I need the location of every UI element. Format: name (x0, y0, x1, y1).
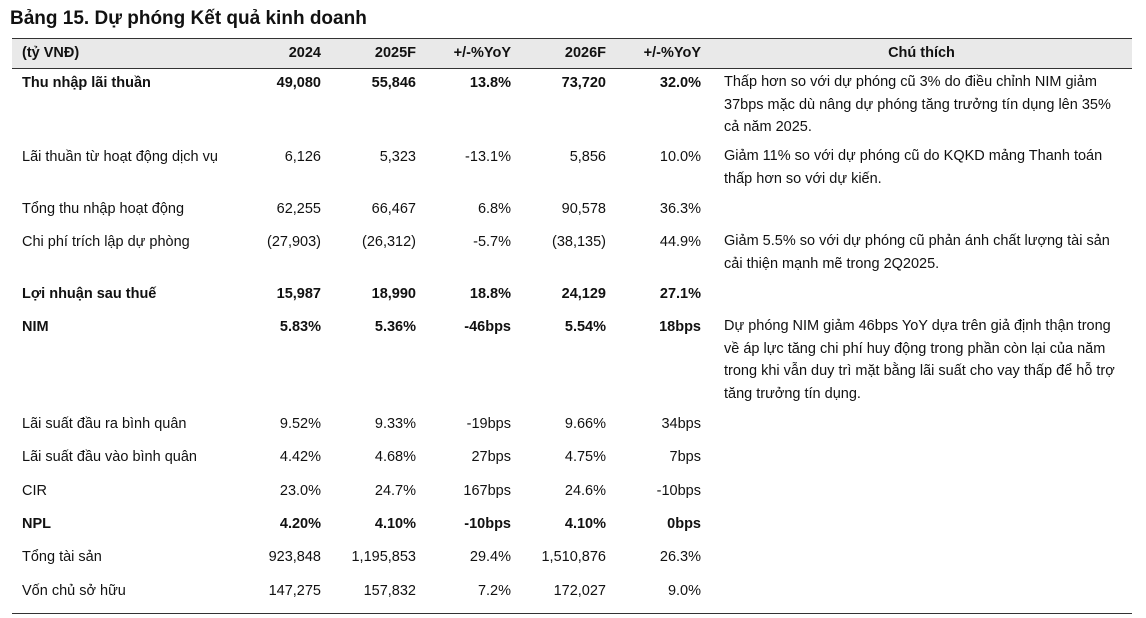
cell-2025f: 5,323 (379, 149, 416, 165)
cell-yoy-2025: 29.4% (469, 549, 511, 565)
header-top-rule (12, 38, 1132, 39)
cell-yoy-2025: 27bps (471, 449, 511, 465)
cell-yoy-2026: 44.9% (659, 234, 701, 250)
cell-2026f: 90,578 (561, 201, 606, 217)
header-note: Chú thích (888, 45, 955, 61)
cell-2025f: 4.68% (374, 449, 416, 465)
cell-yoy-2026: -10bps (656, 483, 701, 499)
cell-2024: 49,080 (276, 75, 321, 91)
row-note: Giảm 11% so với dự phóng cũ do KQKD mảng… (724, 148, 1103, 187)
cell-2026f: 73,720 (561, 75, 606, 91)
cell-2025f: (26,312) (361, 234, 416, 250)
cell-2024: 9.52% (279, 416, 321, 432)
cell-2025f: 157,832 (363, 583, 416, 599)
cell-2024: 23.0% (279, 483, 321, 499)
cell-2025f: 5.36% (374, 319, 416, 335)
cell-yoy-2026: 27.1% (659, 286, 701, 302)
header-2024: 2024 (288, 45, 321, 61)
cell-2024: 147,275 (268, 583, 321, 599)
cell-2024: (27,903) (266, 234, 321, 250)
header-yoy-2025: +/-%YoY (453, 45, 511, 61)
cell-2026f: 4.75% (564, 449, 606, 465)
header-bottom-rule (12, 68, 1132, 69)
cell-yoy-2026: 36.3% (659, 201, 701, 217)
row-label: Tổng tài sản (22, 549, 102, 565)
cell-yoy-2025: -5.7% (473, 234, 511, 250)
cell-2024: 923,848 (268, 549, 321, 565)
row-label: Tổng thu nhập hoạt động (22, 201, 185, 217)
header-2025f: 2025F (374, 45, 416, 61)
cell-2026f: 1,510,876 (541, 549, 606, 565)
cell-2025f: 66,467 (371, 201, 416, 217)
cell-yoy-2025: 167bps (463, 483, 511, 499)
row-label: CIR (22, 483, 47, 499)
cell-2025f: 24.7% (374, 483, 416, 499)
cell-yoy-2025: 18.8% (469, 286, 511, 302)
cell-yoy-2026: 32.0% (659, 75, 701, 91)
cell-yoy-2025: 7.2% (477, 583, 511, 599)
row-note: Dự phóng NIM giảm 46bps YoY dựa trên giả… (724, 318, 1115, 402)
cell-yoy-2026: 0bps (667, 516, 701, 532)
cell-2026f: 172,027 (553, 583, 606, 599)
cell-2026f: 9.66% (564, 416, 606, 432)
row-label: Chi phí trích lập dự phòng (22, 234, 190, 250)
row-label: Lãi suất đầu ra bình quân (22, 416, 187, 432)
table-title: Bảng 15. Dự phóng Kết quả kinh doanh (10, 8, 367, 29)
cell-2026f: 24,129 (561, 286, 606, 302)
cell-2025f: 9.33% (374, 416, 416, 432)
cell-2024: 62,255 (276, 201, 321, 217)
cell-2025f: 1,195,853 (351, 549, 416, 565)
cell-yoy-2026: 34bps (661, 416, 701, 432)
row-label: NIM (22, 319, 49, 335)
cell-2026f: 4.10% (564, 516, 606, 532)
cell-yoy-2026: 9.0% (667, 583, 701, 599)
cell-2025f: 18,990 (371, 286, 416, 302)
row-note: Thấp hơn so với dự phóng cũ 3% do điều c… (724, 74, 1111, 135)
cell-yoy-2025: -13.1% (465, 149, 511, 165)
cell-2025f: 4.10% (374, 516, 416, 532)
cell-yoy-2026: 26.3% (659, 549, 701, 565)
row-label: NPL (22, 516, 51, 532)
cell-2024: 4.42% (279, 449, 321, 465)
table-bottom-rule (12, 613, 1132, 614)
header-yoy-2026: +/-%YoY (643, 45, 701, 61)
row-label: Vốn chủ sở hữu (22, 583, 126, 599)
cell-2026f: 5.54% (564, 319, 606, 335)
cell-yoy-2025: -10bps (464, 516, 511, 532)
cell-2026f: 24.6% (564, 483, 606, 499)
cell-yoy-2026: 7bps (669, 449, 701, 465)
table-header-bar (12, 38, 1132, 68)
cell-2024: 6,126 (284, 149, 321, 165)
row-note: Giảm 5.5% so với dự phóng cũ phản ánh ch… (724, 233, 1110, 272)
row-label: Thu nhập lãi thuần (22, 75, 151, 91)
cell-2024: 4.20% (279, 516, 321, 532)
row-label: Lãi thuần từ hoạt động dịch vụ (22, 149, 218, 165)
cell-yoy-2026: 18bps (659, 319, 701, 335)
cell-yoy-2025: 6.8% (477, 201, 511, 217)
cell-2026f: 5,856 (569, 149, 606, 165)
header-unit: (tỷ VNĐ) (22, 45, 80, 61)
cell-2025f: 55,846 (371, 75, 416, 91)
row-label: Lãi suất đầu vào bình quân (22, 449, 197, 465)
cell-yoy-2025: -19bps (466, 416, 511, 432)
header-2026f: 2026F (564, 45, 606, 61)
cell-2024: 5.83% (279, 319, 321, 335)
cell-yoy-2025: -46bps (464, 319, 511, 335)
cell-2026f: (38,135) (551, 234, 606, 250)
row-label: Lợi nhuận sau thuế (22, 286, 157, 302)
cell-yoy-2025: 13.8% (469, 75, 511, 91)
cell-yoy-2026: 10.0% (659, 149, 701, 165)
cell-2024: 15,987 (276, 286, 321, 302)
